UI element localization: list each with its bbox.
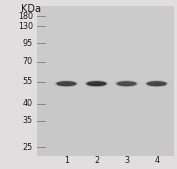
Text: 40: 40	[23, 99, 33, 108]
Text: 3: 3	[124, 156, 129, 165]
Ellipse shape	[86, 81, 107, 86]
Ellipse shape	[85, 80, 108, 87]
Text: 25: 25	[22, 142, 33, 152]
Text: 70: 70	[23, 57, 33, 66]
Bar	[37, 6, 174, 81]
Text: 2: 2	[94, 156, 99, 165]
Text: 130: 130	[18, 22, 33, 31]
Text: 35: 35	[23, 116, 33, 125]
Ellipse shape	[55, 80, 78, 87]
Ellipse shape	[146, 81, 167, 86]
Ellipse shape	[147, 84, 166, 86]
Text: 4: 4	[154, 156, 159, 165]
Ellipse shape	[117, 84, 136, 86]
Ellipse shape	[56, 81, 76, 86]
Text: 55: 55	[22, 77, 33, 87]
Bar	[37, 6, 174, 156]
Ellipse shape	[87, 84, 106, 86]
Text: 180: 180	[18, 11, 33, 21]
Text: KDa: KDa	[21, 4, 41, 14]
Ellipse shape	[145, 80, 168, 87]
Text: 1: 1	[64, 156, 69, 165]
Ellipse shape	[115, 80, 138, 87]
Ellipse shape	[116, 81, 137, 86]
Ellipse shape	[57, 84, 76, 86]
Text: 95: 95	[22, 39, 33, 48]
